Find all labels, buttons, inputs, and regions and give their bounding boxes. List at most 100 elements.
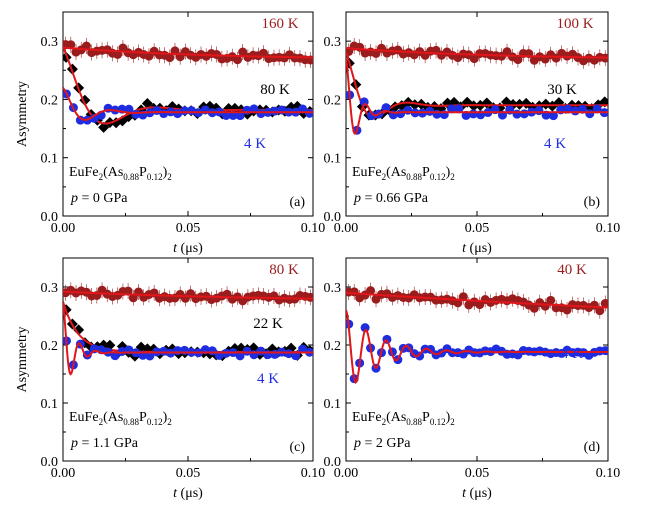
sample-formula: EuFe2(As0.88P0.12)2 bbox=[352, 165, 455, 182]
series-label: 100 K bbox=[556, 16, 593, 32]
series-label: 40 K bbox=[557, 262, 587, 278]
data-point bbox=[298, 344, 308, 354]
data-point bbox=[249, 104, 259, 114]
panel-label: (a) bbox=[289, 195, 305, 210]
data-point bbox=[529, 303, 539, 313]
panel-a: 0.00 0.05 0.10 0.0 0.1 0.2 0.3 t (μs) Asymmetry 1… bbox=[15, 11, 326, 256]
sample-formula: EuFe2(As0.88P0.12)2 bbox=[69, 410, 172, 427]
y-tick-label: 0.3 bbox=[41, 35, 59, 50]
data-point bbox=[145, 351, 155, 361]
y-tick-label: 0.2 bbox=[41, 93, 59, 108]
data-point bbox=[546, 295, 556, 305]
series-4-K bbox=[63, 87, 313, 125]
y-tick-label: 0.0 bbox=[41, 210, 59, 225]
panel-b: 0.00 0.05 0.10 0.0 0.1 0.2 0.3 t (μs) 100 K 30 K 4… bbox=[324, 11, 621, 256]
data-point bbox=[298, 104, 308, 114]
data-point bbox=[89, 113, 99, 123]
x-tick-label: 0.00 bbox=[334, 466, 359, 481]
y-tick-label: 0.1 bbox=[324, 397, 342, 412]
series-160-K bbox=[63, 36, 313, 68]
series-40-K bbox=[346, 282, 608, 319]
data-point bbox=[305, 108, 313, 118]
x-tick-label: 0.00 bbox=[334, 221, 359, 236]
x-tick-label: 0.00 bbox=[51, 466, 76, 481]
series-label: 80 K bbox=[260, 82, 290, 98]
plot-area bbox=[346, 282, 608, 384]
fit-curve bbox=[63, 87, 313, 121]
series-label: 4 K bbox=[244, 136, 266, 152]
series-label: 4 K bbox=[257, 371, 279, 387]
panel-c: 0.00 0.05 0.10 0.0 0.1 0.2 0.3 t (μs) Asymmetry 8… bbox=[15, 257, 326, 501]
data-point bbox=[513, 55, 523, 65]
x-tick-label: 0.05 bbox=[176, 466, 201, 481]
panel-d: 0.00 0.05 0.10 0.0 0.1 0.2 0.3 t (μs) 40 K 4 K EuF… bbox=[324, 257, 621, 501]
y-tick-label: 0.1 bbox=[41, 397, 59, 412]
x-axis-label: t (μs) bbox=[462, 241, 492, 256]
data-point bbox=[75, 115, 85, 125]
series-label: 160 K bbox=[261, 16, 298, 32]
data-point bbox=[595, 306, 605, 316]
y-tick-label: 0.0 bbox=[41, 455, 59, 470]
data-point bbox=[117, 346, 127, 356]
x-tick-label: 0.00 bbox=[51, 221, 76, 236]
y-tick-label: 0.3 bbox=[41, 281, 59, 296]
x-axis-label: t (μs) bbox=[173, 241, 203, 256]
pressure-label: p = 0 GPa bbox=[70, 191, 128, 206]
x-tick-label: 0.05 bbox=[176, 221, 201, 236]
series-label: 30 K bbox=[547, 82, 577, 98]
fit-curve bbox=[346, 309, 608, 384]
fit-curve bbox=[63, 304, 313, 376]
data-point bbox=[600, 298, 608, 308]
plot-area bbox=[346, 38, 608, 135]
data-point bbox=[235, 111, 245, 121]
series-label: 4 K bbox=[561, 346, 583, 362]
x-tick-label: 0.05 bbox=[465, 221, 490, 236]
fit-curve bbox=[346, 58, 608, 135]
series-80-K bbox=[63, 282, 313, 309]
x-tick-label: 0.10 bbox=[596, 466, 621, 481]
fit-curve bbox=[346, 291, 608, 309]
pressure-label: p = 2 GPa bbox=[353, 436, 411, 451]
data-point bbox=[592, 104, 602, 114]
data-point bbox=[165, 53, 175, 63]
panel-label: (c) bbox=[289, 440, 305, 455]
plot-area bbox=[63, 282, 313, 376]
data-point bbox=[415, 351, 425, 361]
y-tick-label: 0.1 bbox=[41, 152, 59, 167]
data-point bbox=[232, 55, 242, 65]
x-tick-label: 0.10 bbox=[301, 466, 326, 481]
series-100-K bbox=[346, 38, 608, 69]
series-label: 4 K bbox=[544, 136, 566, 152]
plot-area bbox=[63, 36, 313, 133]
x-axis-label: t (μs) bbox=[462, 486, 492, 501]
series-4-K bbox=[346, 309, 608, 384]
data-point bbox=[447, 104, 457, 114]
data-point bbox=[73, 324, 85, 336]
panel-label: (b) bbox=[584, 195, 601, 210]
data-point bbox=[454, 104, 464, 114]
data-point bbox=[98, 121, 110, 133]
x-axis-label: t (μs) bbox=[173, 486, 203, 501]
y-tick-label: 0.2 bbox=[324, 93, 342, 108]
data-point bbox=[141, 98, 153, 110]
data-point bbox=[366, 286, 376, 296]
fit-curve bbox=[63, 290, 313, 300]
data-point bbox=[548, 111, 558, 121]
series-4-K bbox=[63, 304, 313, 376]
x-tick-label: 0.10 bbox=[596, 221, 621, 236]
sample-formula: EuFe2(As0.88P0.12)2 bbox=[352, 410, 455, 427]
data-point bbox=[82, 350, 92, 360]
x-tick-label: 0.10 bbox=[301, 221, 326, 236]
y-tick-label: 0.0 bbox=[324, 455, 342, 470]
data-point bbox=[381, 103, 391, 113]
series-label: 80 K bbox=[269, 262, 299, 278]
y-tick-label: 0.2 bbox=[324, 339, 342, 354]
data-point bbox=[366, 111, 376, 121]
data-point bbox=[235, 351, 245, 361]
data-point bbox=[270, 106, 280, 116]
pressure-label: p = 0.66 GPa bbox=[353, 191, 429, 206]
y-tick-label: 0.1 bbox=[324, 152, 342, 167]
series-label: 22 K bbox=[253, 316, 283, 332]
fit-curve bbox=[346, 47, 608, 59]
